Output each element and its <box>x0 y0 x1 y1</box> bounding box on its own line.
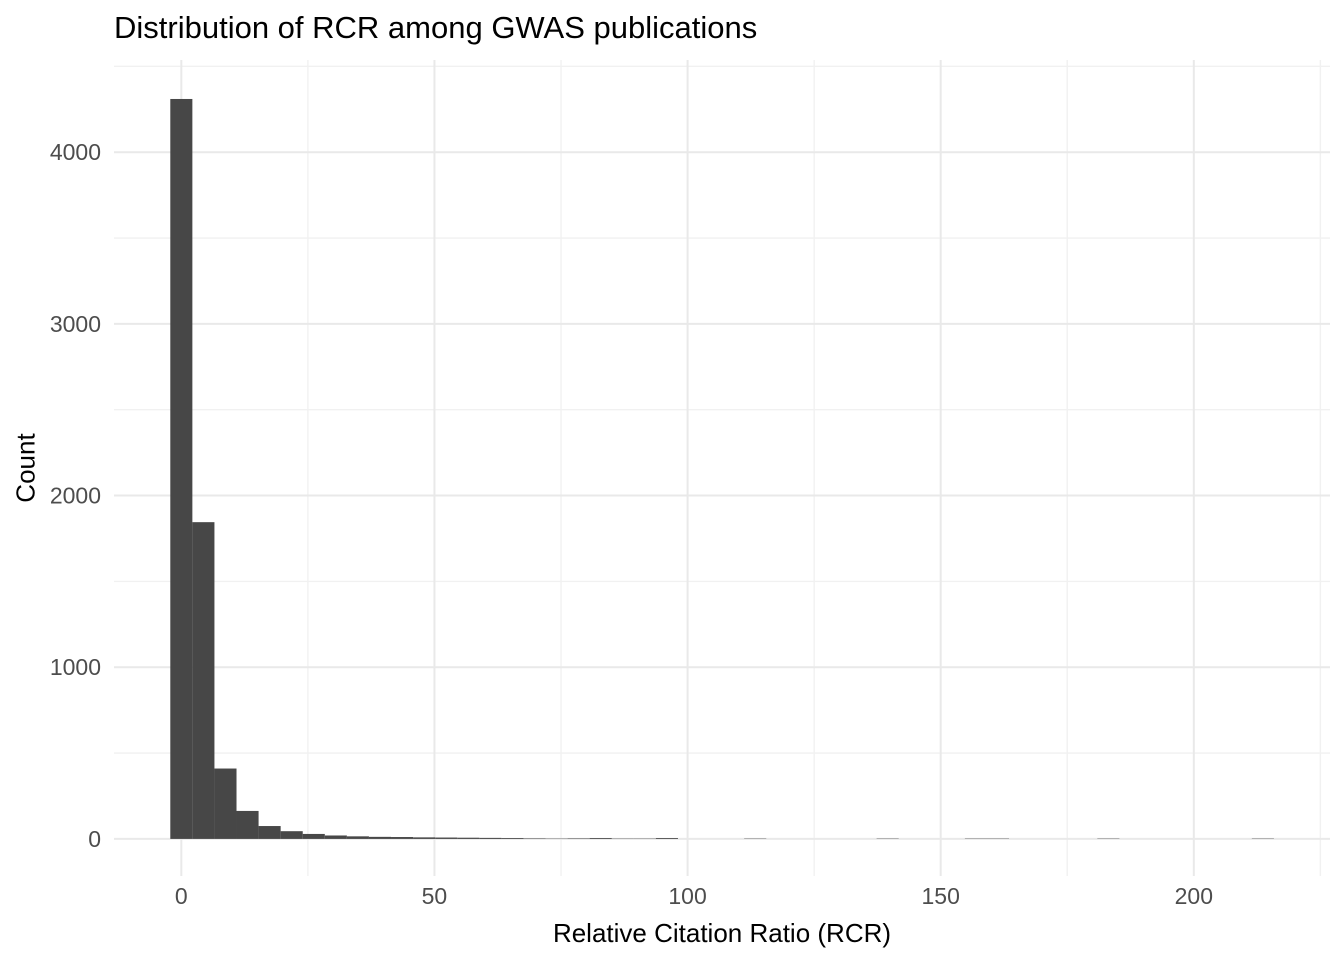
grid-minor <box>114 60 1330 876</box>
y-axis-title: Count <box>10 433 41 503</box>
y-tick-label: 3000 <box>50 311 101 337</box>
histogram-bar <box>192 522 215 839</box>
histogram-bar <box>368 836 392 839</box>
histogram-bar <box>280 831 303 839</box>
histogram-bar <box>324 835 347 839</box>
y-tick-label: 1000 <box>50 654 101 680</box>
x-tick-label: 150 <box>922 883 960 909</box>
y-tick-label: 4000 <box>50 139 101 165</box>
histogram-bar <box>435 837 458 839</box>
chart-title: Distribution of RCR among GWAS publicati… <box>114 10 758 45</box>
histogram-bar <box>655 838 678 839</box>
histogram-bar <box>214 768 237 839</box>
histogram-bar <box>391 837 414 839</box>
x-tick-label: 200 <box>1175 883 1213 909</box>
x-axis-title: Relative Citation Ratio (RCR) <box>552 918 892 948</box>
x-tick-label: 0 <box>175 883 188 909</box>
histogram-bar <box>457 837 480 839</box>
x-axis-tick-labels: 0 50 100 150 200 <box>175 883 1213 909</box>
x-tick-label: 100 <box>668 883 706 909</box>
x-tick-label: 50 <box>422 883 448 909</box>
histogram-bar <box>523 838 546 839</box>
histogram-bar <box>501 838 524 839</box>
histogram-bar <box>479 837 502 839</box>
histogram-bar <box>258 826 281 839</box>
histogram-bar <box>567 838 590 839</box>
histogram-bar <box>589 838 612 839</box>
y-tick-label: 2000 <box>50 483 101 509</box>
histogram-bars <box>170 98 1274 839</box>
y-tick-label: 0 <box>88 826 101 852</box>
histogram-bar <box>236 810 259 839</box>
histogram-bar <box>170 98 193 839</box>
histogram-bar <box>346 836 369 839</box>
histogram-bar <box>302 833 325 839</box>
y-axis-tick-labels: 0 1000 2000 3000 4000 <box>50 139 101 852</box>
histogram-bar <box>413 837 436 839</box>
